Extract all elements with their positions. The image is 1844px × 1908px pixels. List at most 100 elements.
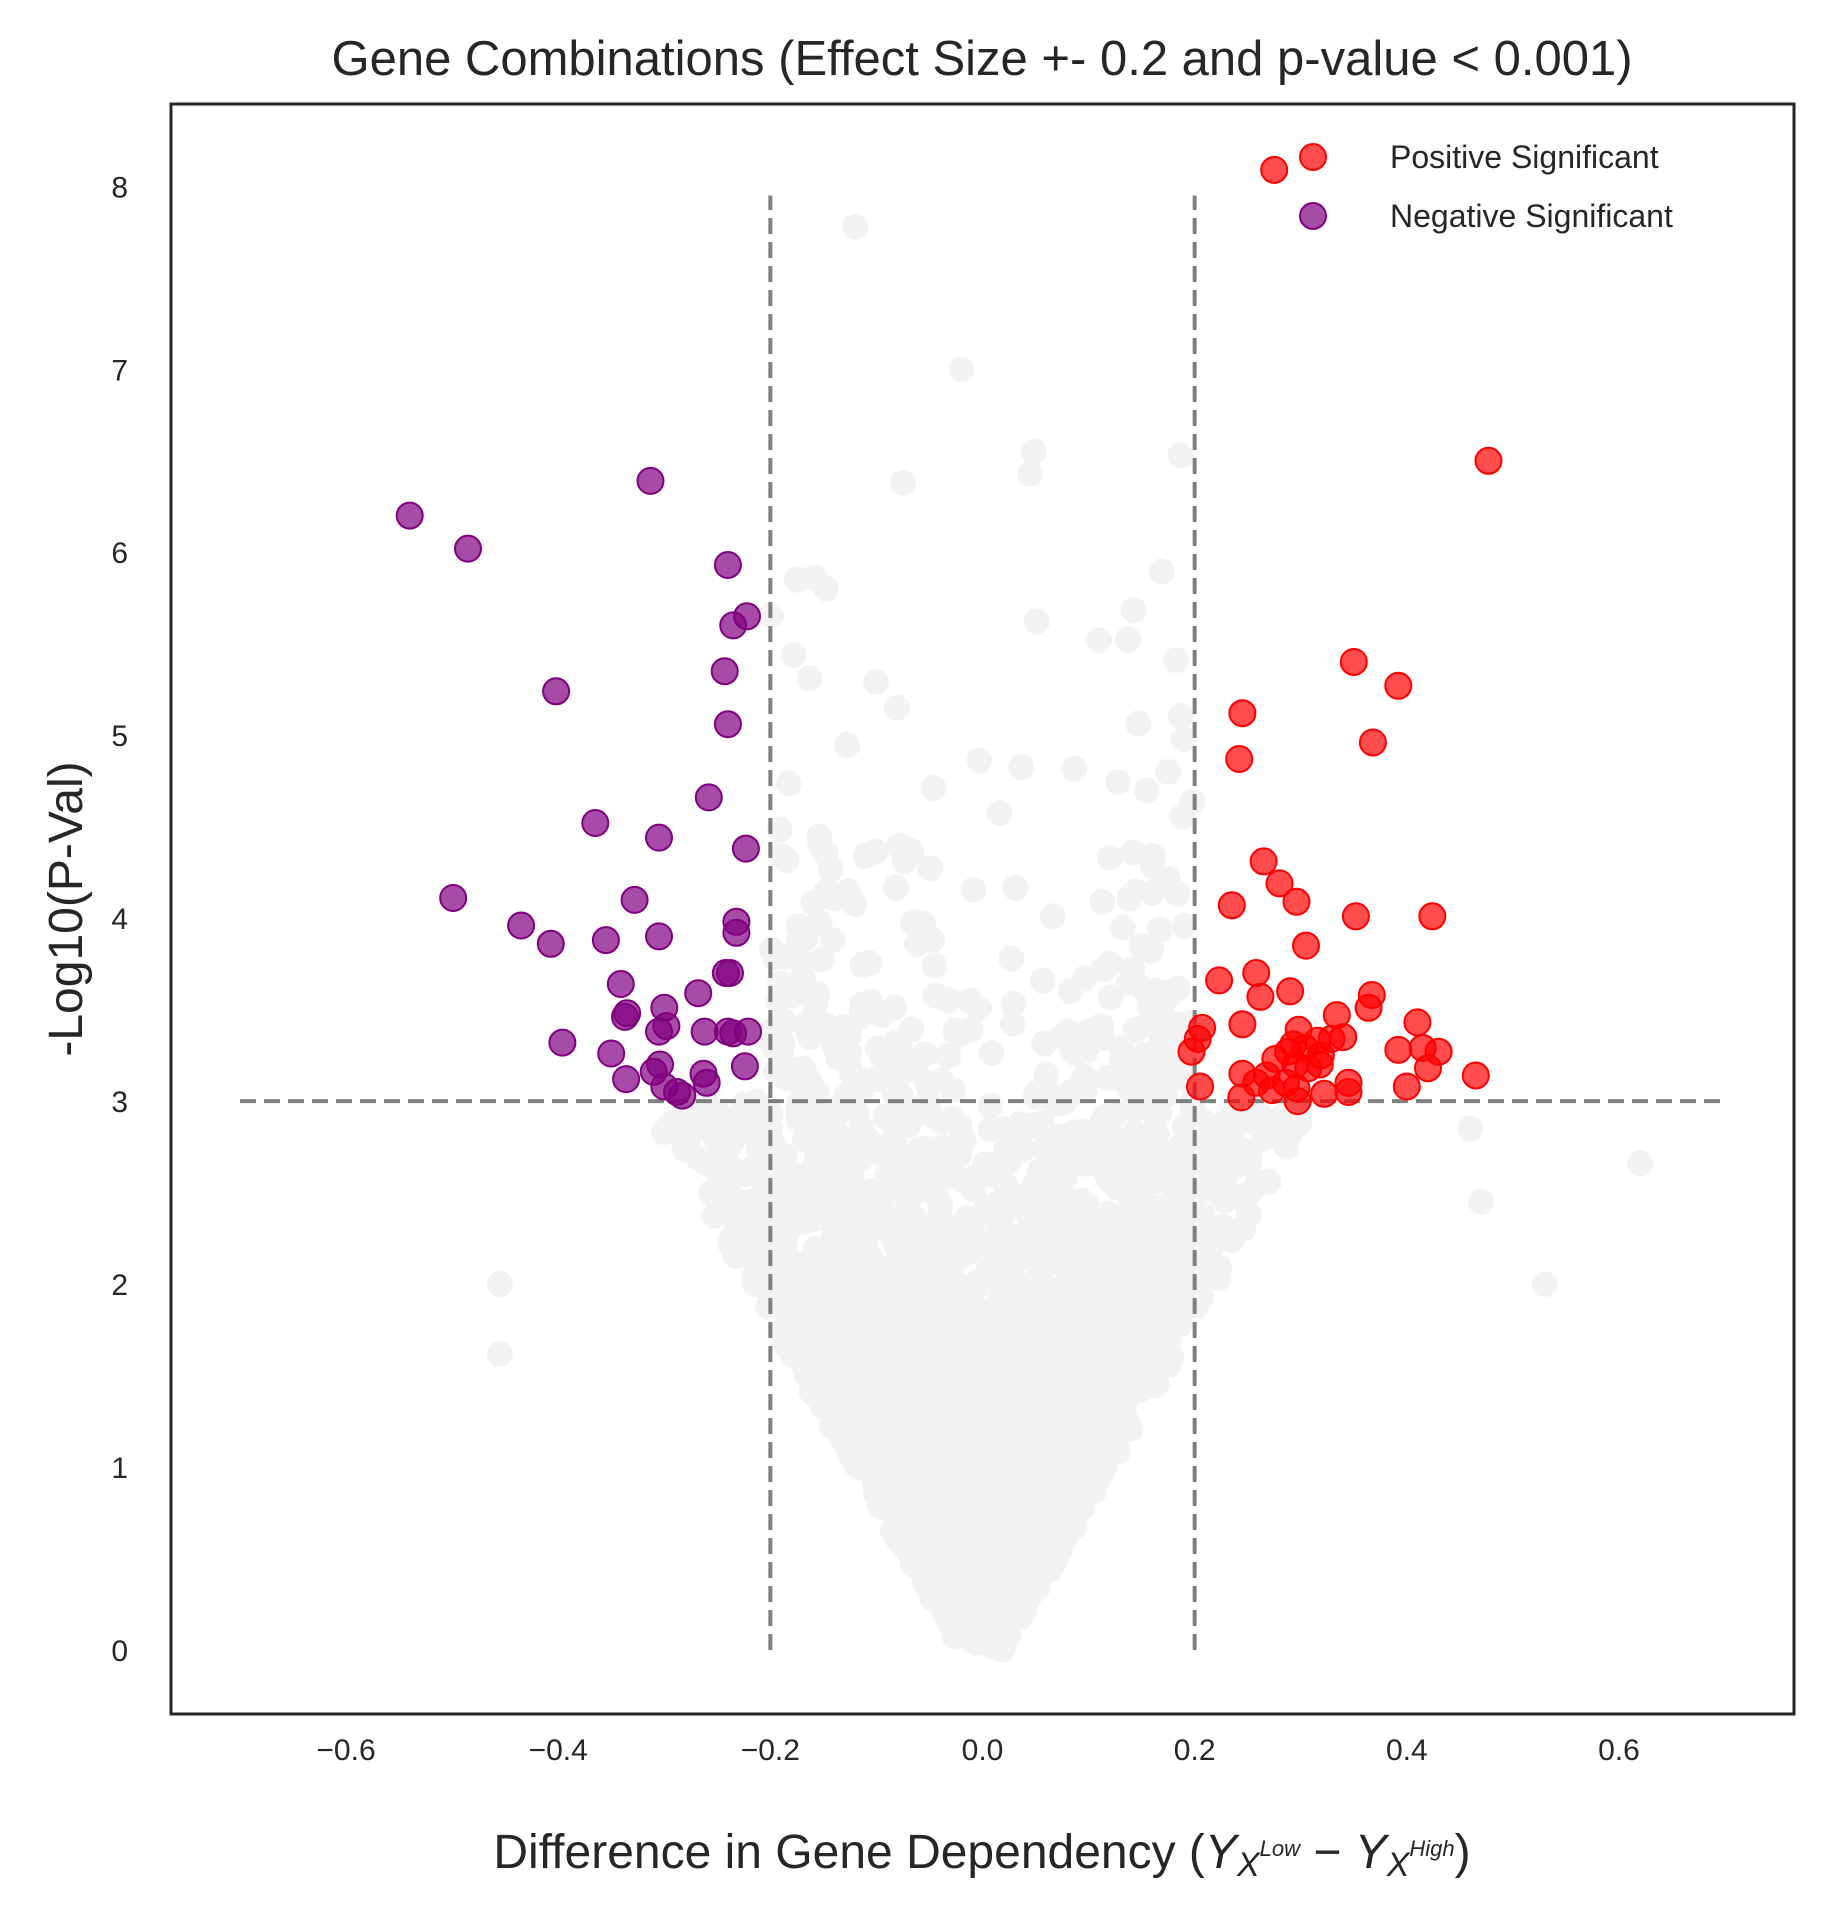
- background-point: [894, 1185, 921, 1212]
- negative-significant-point: [645, 1017, 673, 1046]
- chart-title: Gene Combinations (Effect Size +- 0.2 an…: [331, 32, 1632, 86]
- negative-significant-point: [710, 657, 739, 686]
- background-point: [1115, 1236, 1141, 1263]
- y-tick-label: 8: [111, 171, 128, 204]
- background-point: [1101, 1329, 1128, 1356]
- background-point: [1038, 1229, 1065, 1256]
- positive-significant-point: [1260, 155, 1289, 184]
- background-point: [486, 1271, 513, 1298]
- background-point: [1152, 1289, 1179, 1315]
- background-point: [1008, 1116, 1035, 1143]
- y-tick-label: 0: [111, 1635, 128, 1668]
- background-point: [698, 1179, 725, 1206]
- y-tick-labels: 0 1 2 3 4 5 6 7 8: [111, 171, 128, 1668]
- background-point: [1036, 1338, 1063, 1365]
- background-point: [920, 775, 947, 801]
- background-point: [1067, 1282, 1094, 1309]
- legend-marker-negative: [1299, 202, 1327, 230]
- background-point: [1097, 950, 1123, 977]
- background-point: [1468, 1188, 1495, 1215]
- x-tick-label: 0.4: [1386, 1734, 1428, 1767]
- background-point: [1143, 1370, 1170, 1397]
- background-point: [935, 1042, 962, 1069]
- background-point: [804, 1240, 831, 1267]
- background-point: [1120, 597, 1147, 624]
- background-point: [956, 1238, 982, 1265]
- background-point: [1457, 1115, 1484, 1142]
- background-point: [1068, 1144, 1095, 1171]
- background-point: [1017, 1578, 1043, 1605]
- background-point: [1105, 769, 1131, 796]
- background-point: [979, 1316, 1006, 1343]
- background-point: [1060, 1196, 1086, 1223]
- background-point: [1097, 984, 1124, 1011]
- background-point: [1163, 647, 1190, 674]
- background-point: [1253, 1113, 1280, 1140]
- background-point: [1133, 777, 1160, 804]
- background-point: [783, 566, 810, 593]
- background-point: [1028, 1549, 1055, 1575]
- background-point: [1029, 967, 1056, 994]
- background-point: [768, 843, 795, 870]
- background-point: [1167, 703, 1194, 730]
- background-point: [1002, 874, 1029, 901]
- background-point: [877, 1220, 904, 1247]
- positive-significant-series: [1177, 155, 1503, 1116]
- plot-frame: [169, 102, 1796, 1716]
- background-point: [1216, 1147, 1243, 1174]
- x-tick-labels: −0.6 −0.4 −0.2 0.0 0.2 0.4 0.6: [316, 1734, 1639, 1767]
- x-tick-label: 0.2: [1174, 1734, 1216, 1767]
- background-point: [820, 885, 847, 912]
- positive-significant-point: [1225, 745, 1254, 773]
- background-point: [884, 1039, 911, 1066]
- background-point: [1125, 1092, 1152, 1119]
- background-point: [770, 1186, 797, 1213]
- background-point: [780, 641, 807, 668]
- background-point: [994, 1582, 1021, 1609]
- y-tick-label: 2: [111, 1269, 128, 1302]
- x-axis-label: Difference in Gene Dependency (YXLow − Y…: [493, 1826, 1470, 1884]
- background-point: [883, 1303, 910, 1330]
- background-point: [898, 1016, 925, 1043]
- background-point: [950, 1128, 977, 1154]
- background-point: [772, 1064, 799, 1091]
- background-point: [1109, 914, 1136, 941]
- positive-significant-point: [1228, 1010, 1257, 1039]
- background-point: [936, 1404, 963, 1431]
- background-point: [1205, 1265, 1232, 1292]
- background-point: [759, 1032, 786, 1059]
- background-point: [935, 1518, 962, 1545]
- background-point: [1125, 1312, 1152, 1339]
- negative-significant-point: [713, 551, 742, 579]
- background-point: [1255, 1169, 1282, 1195]
- background-point: [1071, 1077, 1098, 1104]
- background-point: [863, 668, 889, 695]
- background-point: [1061, 755, 1088, 782]
- background-point: [1024, 1431, 1050, 1458]
- positive-significant-point: [1227, 1083, 1256, 1112]
- background-point: [821, 1357, 848, 1384]
- background-point: [986, 1288, 1013, 1315]
- positive-significant-point: [1276, 977, 1305, 1006]
- x-axis-label-sup1: Low: [1260, 1836, 1302, 1861]
- background-point: [817, 856, 844, 883]
- background-point: [1010, 1135, 1037, 1162]
- background-point: [1096, 844, 1123, 871]
- background-point: [1133, 1281, 1159, 1308]
- background-point: [851, 1426, 878, 1453]
- negative-significant-point: [692, 1068, 721, 1097]
- background-point: [830, 1427, 857, 1454]
- background-point: [883, 874, 909, 901]
- background-point: [797, 1302, 824, 1329]
- positive-significant-point: [1418, 902, 1447, 931]
- background-point: [1166, 1134, 1193, 1161]
- positive-significant-point: [1384, 671, 1413, 700]
- negative-significant-point: [606, 970, 635, 998]
- positive-significant-point: [1358, 728, 1387, 757]
- background-point: [979, 1363, 1006, 1390]
- background-point: [881, 1129, 908, 1156]
- x-tick-label: −0.2: [741, 1734, 800, 1767]
- y-tick-label: 6: [111, 537, 128, 570]
- positive-significant-point: [1217, 891, 1246, 920]
- background-point: [1003, 1311, 1030, 1338]
